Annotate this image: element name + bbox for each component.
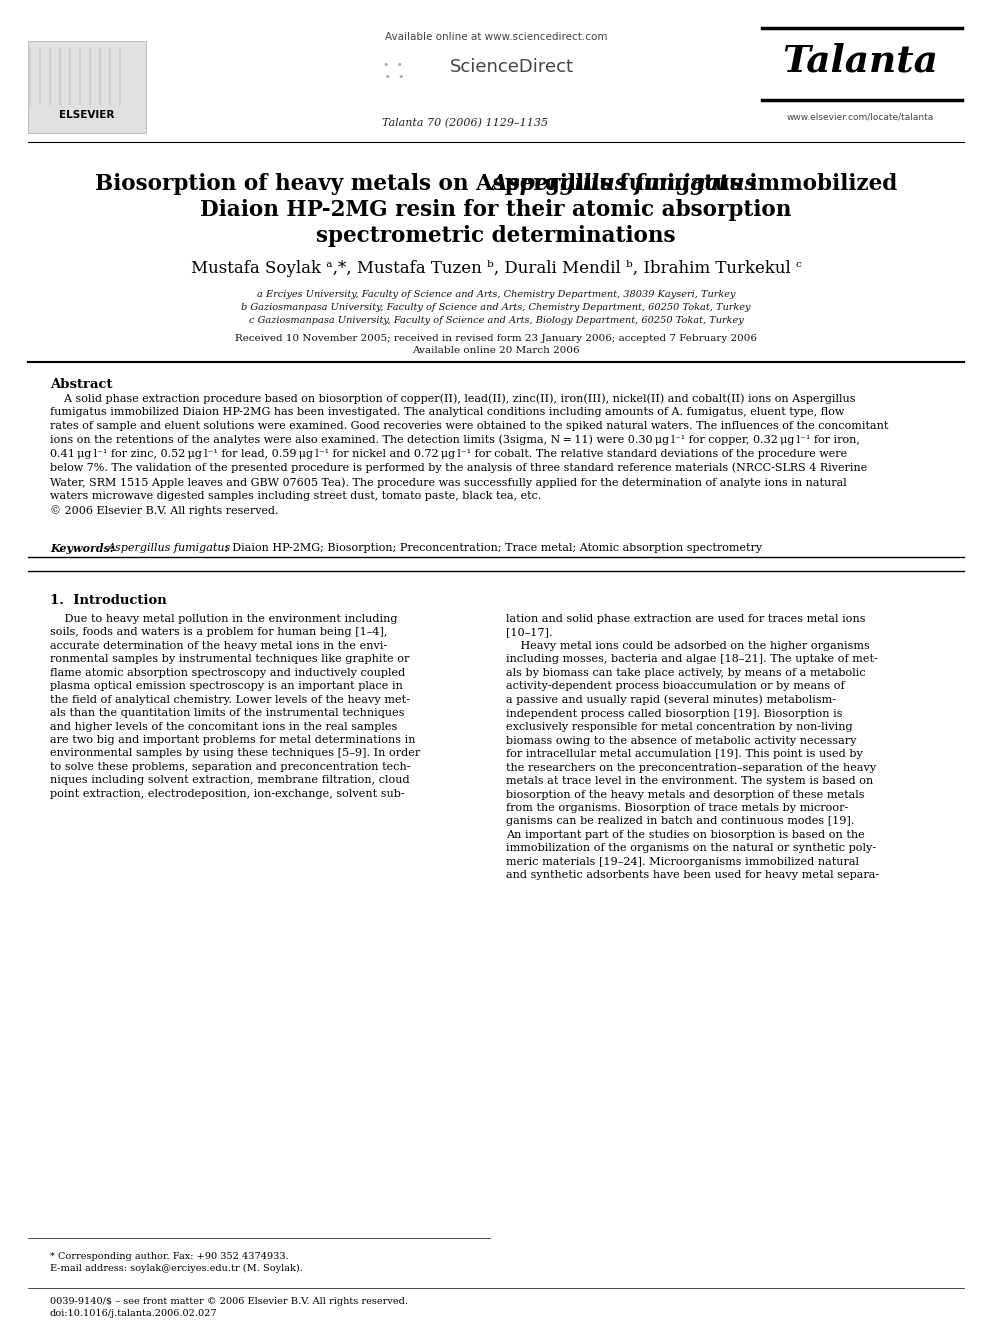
Text: c Gaziosmanpasa University, Faculty of Science and Arts, Biology Department, 602: c Gaziosmanpasa University, Faculty of S… — [249, 316, 743, 325]
Text: a Erciyes University, Faculty of Science and Arts, Chemistry Department, 38039 K: a Erciyes University, Faculty of Science… — [257, 290, 735, 299]
Text: lation and solid phase extraction are used for traces metal ions
[10–17].
    He: lation and solid phase extraction are us… — [506, 614, 879, 880]
Text: Available online 20 March 2006: Available online 20 March 2006 — [413, 347, 579, 355]
Text: Due to heavy metal pollution in the environment including
soils, foods and water: Due to heavy metal pollution in the envi… — [50, 614, 421, 799]
Text: Aspergillus fumigatus: Aspergillus fumigatus — [108, 542, 231, 553]
Text: ScienceDirect: ScienceDirect — [450, 58, 574, 75]
Text: Aspergillus fumigatus: Aspergillus fumigatus — [236, 173, 756, 194]
Text: A solid phase extraction procedure based on biosorption of copper(II), lead(II),: A solid phase extraction procedure based… — [50, 393, 889, 516]
Text: Diaion HP-2MG resin for their atomic absorption: Diaion HP-2MG resin for their atomic abs… — [200, 198, 792, 221]
Text: www.elsevier.com/locate/talanta: www.elsevier.com/locate/talanta — [787, 112, 933, 120]
Text: Mustafa Soylak ᵃ,*, Mustafa Tuzen ᵇ, Durali Mendil ᵇ, Ibrahim Turkekul ᶜ: Mustafa Soylak ᵃ,*, Mustafa Tuzen ᵇ, Dur… — [190, 261, 802, 277]
Text: Talanta: Talanta — [782, 42, 938, 79]
Text: * Corresponding author. Fax: +90 352 4374933.: * Corresponding author. Fax: +90 352 437… — [50, 1252, 289, 1261]
Text: b Gaziosmanpasa University, Faculty of Science and Arts, Chemistry Department, 6: b Gaziosmanpasa University, Faculty of S… — [241, 303, 751, 312]
Text: Abstract: Abstract — [50, 378, 112, 392]
Text: 0039-9140/$ – see front matter © 2006 Elsevier B.V. All rights reserved.: 0039-9140/$ – see front matter © 2006 El… — [50, 1297, 408, 1306]
Text: Available online at www.sciencedirect.com: Available online at www.sciencedirect.co… — [385, 32, 607, 42]
Text: ; Diaion HP-2MG; Biosorption; Preconcentration; Trace metal; Atomic absorption s: ; Diaion HP-2MG; Biosorption; Preconcent… — [225, 542, 762, 553]
Text: E-mail address: soylak@erciyes.edu.tr (M. Soylak).: E-mail address: soylak@erciyes.edu.tr (M… — [50, 1263, 303, 1273]
Text: 1.  Introduction: 1. Introduction — [50, 594, 167, 607]
Text: Biosorption of heavy metals on Aspergillus fumigatus immobilized: Biosorption of heavy metals on Aspergill… — [95, 173, 897, 194]
Text: spectrometric determinations: spectrometric determinations — [316, 225, 676, 247]
Text: doi:10.1016/j.talanta.2006.02.027: doi:10.1016/j.talanta.2006.02.027 — [50, 1308, 217, 1318]
Text: ELSEVIER: ELSEVIER — [60, 110, 115, 120]
Text: Received 10 November 2005; received in revised form 23 January 2006; accepted 7 : Received 10 November 2005; received in r… — [235, 333, 757, 343]
Bar — [28, 41, 146, 134]
Text: •  •
 •  •: • • • • — [381, 60, 405, 82]
Text: Keywords:: Keywords: — [50, 542, 122, 554]
Text: Talanta 70 (2006) 1129–1135: Talanta 70 (2006) 1129–1135 — [382, 118, 548, 128]
